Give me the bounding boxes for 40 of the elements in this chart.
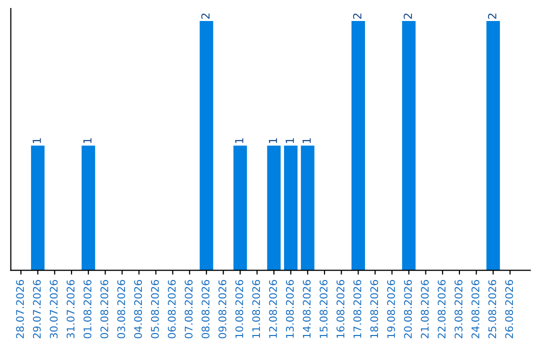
x-tick-label: 09.08.2026 xyxy=(218,280,226,338)
x-tick-label: 29.07.2026 xyxy=(32,280,41,338)
data-label: 1 xyxy=(302,138,311,144)
x-tick-label: 18.08.2026 xyxy=(370,280,378,338)
data-label: 1 xyxy=(235,138,244,144)
x-tick-label: 13.08.2026 xyxy=(286,280,294,338)
x-tick-label: 25.08.2026 xyxy=(488,280,496,338)
x-tick-label: 15.08.2026 xyxy=(320,280,328,338)
data-label: 2 xyxy=(488,14,496,19)
x-tick-label: 01.08.2026 xyxy=(84,280,92,338)
x-tick-label: 21.08.2026 xyxy=(420,280,429,338)
x-tick-label: 16.08.2026 xyxy=(336,280,344,338)
x-tick-label: 31.07.2026 xyxy=(66,280,75,338)
x-tick-label: 30.07.2026 xyxy=(50,280,58,338)
x-tick-label: 02.08.2026 xyxy=(100,280,108,338)
x-tick-label: 17.08.2026 xyxy=(353,280,362,338)
x-tick-label: 10.08.2026 xyxy=(235,280,244,338)
x-tick-label: 14.08.2026 xyxy=(302,280,311,338)
data-label: 2 xyxy=(353,14,362,19)
data-label: 2 xyxy=(404,14,412,19)
data-label: 2 xyxy=(201,14,210,19)
x-tick-label: 26.08.2026 xyxy=(505,280,514,338)
x-tick-label: 03.08.2026 xyxy=(117,280,126,338)
x-tick-label: 20.08.2026 xyxy=(404,280,412,338)
data-label: 1 xyxy=(83,138,92,144)
x-tick-label: 08.08.2026 xyxy=(202,280,210,338)
x-tick-label: 12.08.2026 xyxy=(269,280,277,338)
x-tick-label: 28.07.2026 xyxy=(16,280,24,338)
data-label: 1 xyxy=(286,138,294,144)
x-tick-label: 06.08.2026 xyxy=(168,280,176,338)
x-tick-label: 07.08.2026 xyxy=(184,280,193,338)
x-tick-label: 19.08.2026 xyxy=(387,280,395,338)
data-label: 1 xyxy=(32,138,41,144)
data-label: 1 xyxy=(268,138,277,144)
x-tick-label: 05.08.2026 xyxy=(150,280,159,338)
x-tick-label: 23.08.2026 xyxy=(454,280,462,338)
x-tick-label: 22.08.2026 xyxy=(438,280,446,338)
x-tick-label: 24.08.2026 xyxy=(471,280,480,338)
x-tick-label: 11.08.2026 xyxy=(252,280,260,338)
x-tick-label: 04.08.2026 xyxy=(134,280,142,338)
